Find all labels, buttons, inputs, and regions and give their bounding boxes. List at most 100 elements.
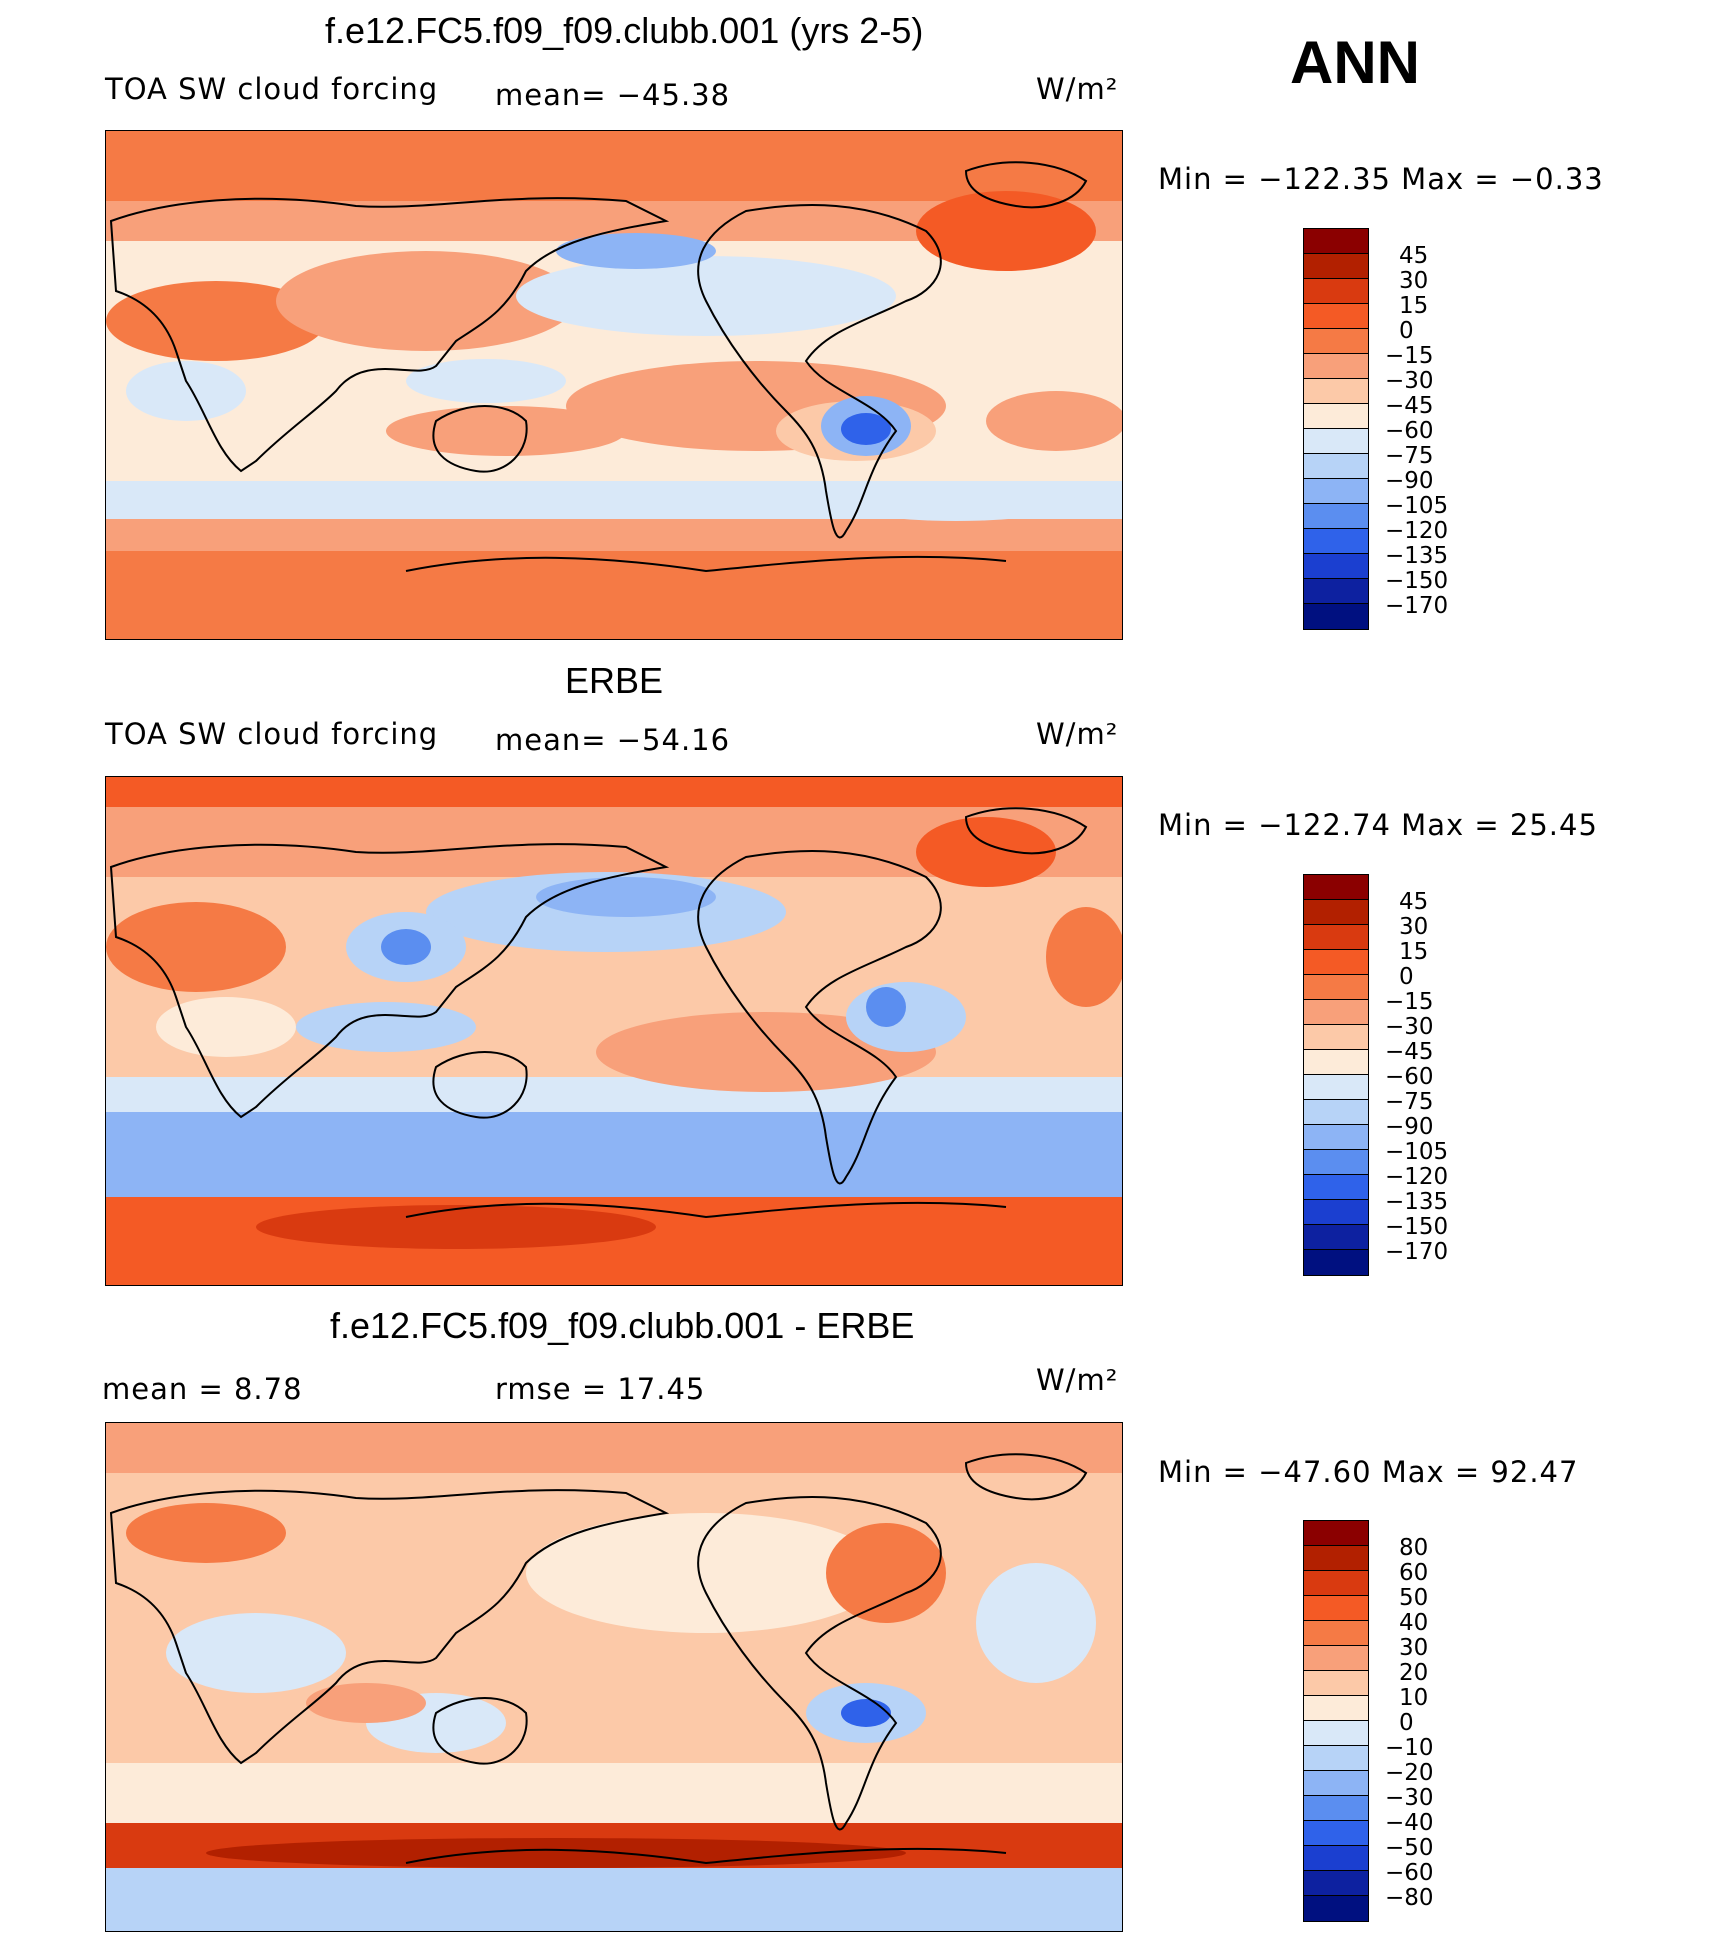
- panel1-contour-field: [106, 131, 1122, 639]
- colorbar-tick-label: −60: [1385, 1064, 1434, 1090]
- panel1-units-label: W/m²: [1036, 72, 1119, 106]
- colorbar-swatch: [1304, 950, 1368, 975]
- colorbar-tick-label: 20: [1399, 1660, 1429, 1686]
- colorbar-swatch: [1304, 1596, 1368, 1621]
- panel1-colorbar: [1303, 228, 1369, 630]
- colorbar-swatch: [1304, 479, 1368, 504]
- colorbar-swatch: [1304, 1200, 1368, 1225]
- colorbar-tick-label: −20: [1385, 1760, 1434, 1786]
- colorbar-tick-label: 40: [1399, 1610, 1429, 1636]
- colorbar-tick-label: −120: [1385, 1164, 1449, 1190]
- colorbar-swatch: [1304, 1025, 1368, 1050]
- panel3-colorbar: [1303, 1520, 1369, 1922]
- panel2-minmax: Min = −122.74 Max = 25.45: [1158, 808, 1598, 842]
- colorbar-tick-label: 0: [1399, 964, 1414, 990]
- colorbar-tick-label: −135: [1385, 543, 1449, 569]
- colorbar-swatch: [1304, 454, 1368, 479]
- colorbar-tick-label: −15: [1385, 343, 1434, 369]
- colorbar-swatch: [1304, 1746, 1368, 1771]
- colorbar-tick-label: 80: [1399, 1535, 1429, 1561]
- colorbar-tick-label: 15: [1399, 293, 1429, 319]
- colorbar-swatch: [1304, 404, 1368, 429]
- colorbar-tick-label: 60: [1399, 1560, 1429, 1586]
- colorbar-tick-label: 30: [1399, 1635, 1429, 1661]
- colorbar-swatch: [1304, 554, 1368, 579]
- colorbar-tick-label: −45: [1385, 393, 1434, 419]
- colorbar-swatch: [1304, 229, 1368, 254]
- colorbar-tick-label: 45: [1399, 243, 1429, 269]
- colorbar-swatch: [1304, 1696, 1368, 1721]
- colorbar-tick-label: −30: [1385, 1014, 1434, 1040]
- colorbar-tick-label: −150: [1385, 1214, 1449, 1240]
- colorbar-swatch: [1304, 1175, 1368, 1200]
- colorbar-tick-label: −30: [1385, 368, 1434, 394]
- colorbar-swatch: [1304, 975, 1368, 1000]
- colorbar-swatch: [1304, 1796, 1368, 1821]
- colorbar-swatch: [1304, 1050, 1368, 1075]
- panel3-minmax: Min = −47.60 Max = 92.47: [1158, 1455, 1579, 1489]
- colorbar-tick-label: −135: [1385, 1189, 1449, 1215]
- colorbar-tick-label: −40: [1385, 1810, 1434, 1836]
- colorbar-swatch: [1304, 1896, 1368, 1921]
- colorbar-tick-label: −10: [1385, 1735, 1434, 1761]
- colorbar-swatch: [1304, 354, 1368, 379]
- panel2-title: ERBE: [565, 660, 664, 701]
- season-label: ANN: [1290, 29, 1420, 96]
- panel2-mean-label: mean= −54.16: [495, 723, 731, 757]
- colorbar-tick-label: −15: [1385, 989, 1434, 1015]
- colorbar-swatch: [1304, 1521, 1368, 1546]
- panel1-variable-label: TOA SW cloud forcing: [105, 72, 439, 106]
- panel3-rmse-label: rmse = 17.45: [495, 1372, 706, 1406]
- colorbar-swatch: [1304, 1125, 1368, 1150]
- colorbar-tick-label: −105: [1385, 1139, 1449, 1165]
- colorbar-swatch: [1304, 1000, 1368, 1025]
- colorbar-swatch: [1304, 579, 1368, 604]
- colorbar-tick-label: −90: [1385, 1114, 1434, 1140]
- colorbar-swatch: [1304, 1100, 1368, 1125]
- panel1-minmax: Min = −122.35 Max = −0.33: [1158, 162, 1604, 196]
- panel2-map: [105, 776, 1123, 1286]
- colorbar-swatch: [1304, 1150, 1368, 1175]
- colorbar-tick-label: −170: [1385, 1239, 1449, 1265]
- colorbar-swatch: [1304, 1771, 1368, 1796]
- colorbar-swatch: [1304, 379, 1368, 404]
- colorbar-swatch: [1304, 1250, 1368, 1275]
- colorbar-swatch: [1304, 504, 1368, 529]
- colorbar-swatch: [1304, 1721, 1368, 1746]
- colorbar-tick-label: −45: [1385, 1039, 1434, 1065]
- colorbar-tick-label: −50: [1385, 1835, 1434, 1861]
- colorbar-swatch: [1304, 1871, 1368, 1896]
- colorbar-tick-label: −120: [1385, 518, 1449, 544]
- colorbar-tick-label: 0: [1399, 318, 1414, 344]
- colorbar-tick-label: 45: [1399, 889, 1429, 915]
- colorbar-tick-label: 50: [1399, 1585, 1429, 1611]
- colorbar-tick-label: −60: [1385, 418, 1434, 444]
- colorbar-tick-label: −170: [1385, 593, 1449, 619]
- panel2-colorbar: [1303, 874, 1369, 1276]
- colorbar-swatch: [1304, 1571, 1368, 1596]
- colorbar-tick-label: 30: [1399, 268, 1429, 294]
- colorbar-tick-label: −105: [1385, 493, 1449, 519]
- colorbar-swatch: [1304, 900, 1368, 925]
- colorbar-swatch: [1304, 279, 1368, 304]
- colorbar-tick-label: 15: [1399, 939, 1429, 965]
- colorbar-swatch: [1304, 875, 1368, 900]
- colorbar-swatch: [1304, 1821, 1368, 1846]
- colorbar-tick-label: 30: [1399, 914, 1429, 940]
- colorbar-tick-label: −60: [1385, 1860, 1434, 1886]
- colorbar-tick-label: 0: [1399, 1710, 1414, 1736]
- colorbar-swatch: [1304, 329, 1368, 354]
- colorbar-tick-label: −80: [1385, 1885, 1434, 1911]
- colorbar-swatch: [1304, 1671, 1368, 1696]
- colorbar-swatch: [1304, 529, 1368, 554]
- colorbar-tick-label: −90: [1385, 468, 1434, 494]
- colorbar-swatch: [1304, 429, 1368, 454]
- colorbar-swatch: [1304, 1546, 1368, 1571]
- colorbar-swatch: [1304, 1621, 1368, 1646]
- panel2-variable-label: TOA SW cloud forcing: [105, 717, 439, 751]
- colorbar-swatch: [1304, 254, 1368, 279]
- panel3-units-label: W/m²: [1036, 1363, 1119, 1397]
- panel3-mean-label: mean = 8.78: [102, 1372, 303, 1406]
- panel2-units-label: W/m²: [1036, 717, 1119, 751]
- colorbar-swatch: [1304, 604, 1368, 629]
